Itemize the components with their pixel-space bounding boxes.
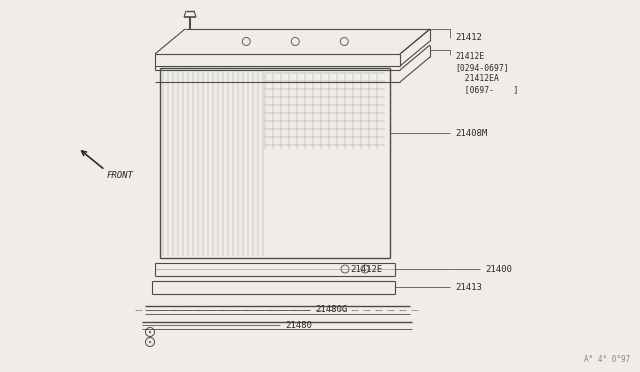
Circle shape [149,341,151,343]
Text: 21480: 21480 [285,321,312,330]
Text: 21413: 21413 [455,282,482,292]
Text: 21408M: 21408M [455,128,487,138]
Text: 21480G: 21480G [315,305,348,314]
Text: 21412: 21412 [455,33,482,42]
Text: 21412E: 21412E [350,264,382,273]
Text: 21412E
[0294-0697]
  21412EA
  [0697-    ]: 21412E [0294-0697] 21412EA [0697- ] [455,52,518,94]
Text: 21400: 21400 [485,264,512,273]
Circle shape [149,331,151,333]
Text: A° 4° 0°97: A° 4° 0°97 [584,355,630,364]
Text: FRONT: FRONT [107,170,134,180]
